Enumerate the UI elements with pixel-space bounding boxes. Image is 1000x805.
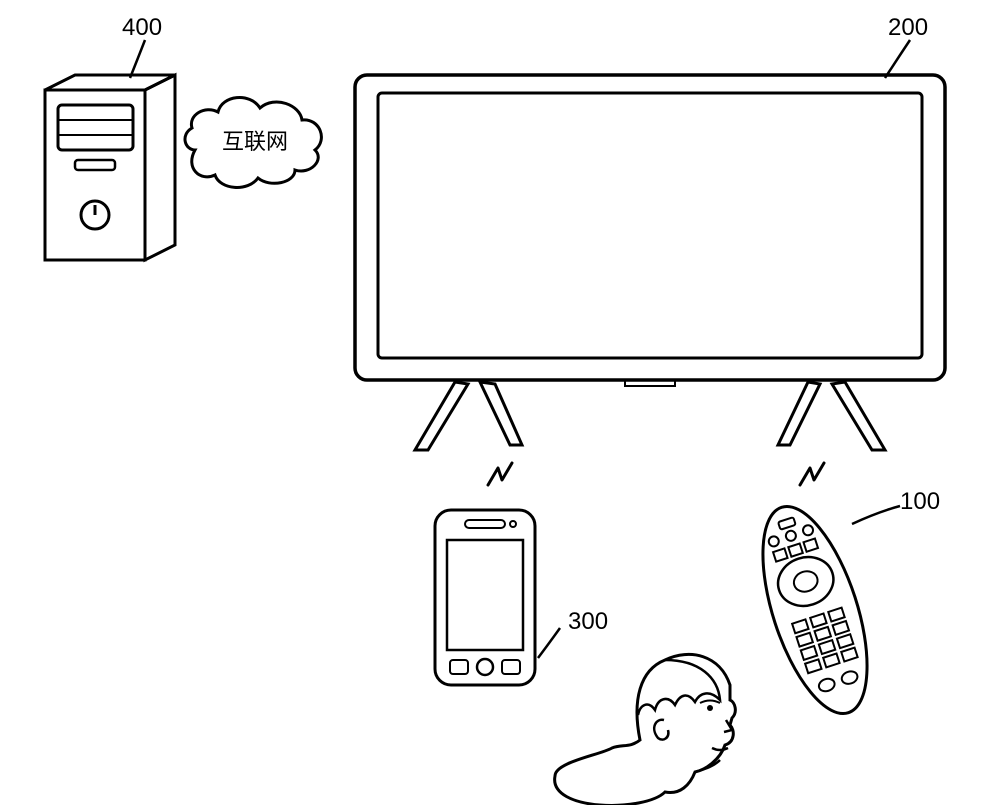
user-head-node — [555, 654, 736, 805]
server-label: 400 — [122, 14, 162, 42]
server-node — [45, 40, 175, 260]
cloud-text: 互联网 — [222, 124, 288, 156]
remote-node — [742, 463, 900, 726]
remote-label: 100 — [900, 488, 940, 516]
diagram-canvas — [0, 0, 1000, 805]
tv-label: 200 — [888, 14, 928, 42]
tv-node — [355, 40, 945, 450]
phone-node — [435, 463, 560, 685]
phone-label: 300 — [568, 608, 608, 636]
